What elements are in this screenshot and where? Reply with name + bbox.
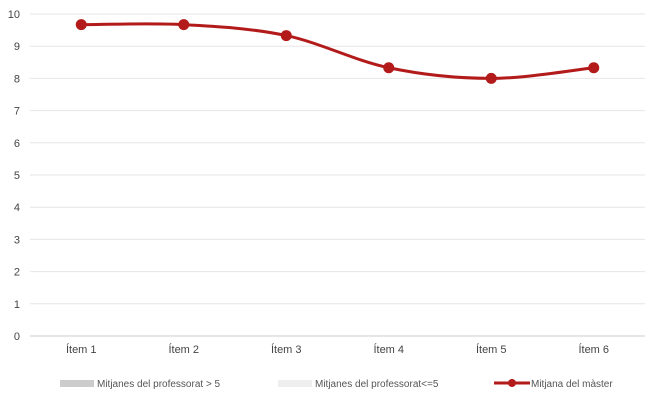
y-tick-label: 9: [14, 41, 20, 53]
data-point-item-2[interactable]: [178, 19, 190, 31]
x-tick-label: Ítem 2: [168, 343, 199, 356]
series-layer: [75, 19, 600, 84]
legend-label[interactable]: Mitjanes del professorat<=5: [315, 379, 439, 390]
data-point-item-3[interactable]: [280, 30, 292, 42]
x-tick-label: Ítem 3: [271, 343, 302, 356]
legend-swatch-bar: [278, 380, 312, 387]
x-axis: Ítem 1 Ítem 2 Ítem 3 Ítem 4 Ítem 5 Ítem 6: [66, 343, 609, 356]
legend: Mitjanes del professorat > 5 Mitjanes del…: [60, 379, 613, 390]
y-tick-label: 2: [14, 267, 20, 279]
y-tick-label: 7: [14, 106, 20, 118]
data-point-item-6[interactable]: [588, 62, 600, 74]
y-axis: 0 1 2 3 4 5 6 7 8 9 10: [8, 9, 20, 343]
x-tick-label: Ítem 6: [578, 343, 609, 356]
x-tick-label: Ítem 5: [476, 343, 507, 356]
grid-lines: [30, 13, 645, 337]
legend-label[interactable]: Mitjanes del professorat > 5: [97, 379, 221, 390]
y-tick-label: 8: [14, 73, 20, 85]
legend-label[interactable]: Mitjana del màster: [531, 379, 613, 390]
legend-swatch-bar: [60, 380, 94, 387]
x-tick-label: Ítem 4: [373, 343, 404, 356]
data-point-item-4[interactable]: [383, 62, 395, 74]
y-tick-label: 0: [14, 331, 20, 343]
y-tick-label: 6: [14, 138, 20, 150]
y-tick-label: 4: [14, 202, 20, 214]
series-line-mitjana-master: [81, 22, 594, 80]
data-point-item-1[interactable]: [75, 19, 87, 31]
y-tick-label: 5: [14, 170, 20, 182]
legend-swatch-marker: [508, 379, 516, 387]
y-tick-label: 10: [8, 9, 20, 21]
y-tick-label: 3: [14, 234, 20, 246]
x-tick-label: Ítem 1: [66, 343, 97, 356]
data-point-item-5[interactable]: [485, 72, 497, 84]
y-tick-label: 1: [14, 299, 20, 311]
